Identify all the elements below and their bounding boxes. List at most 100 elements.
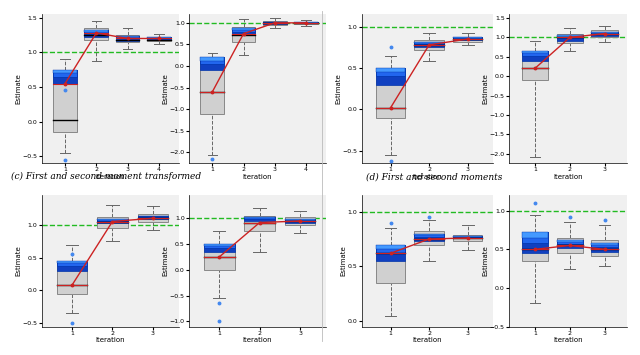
Bar bbox=[147, 37, 171, 38]
Y-axis label: Estimate: Estimate bbox=[483, 246, 488, 276]
Bar bbox=[591, 243, 618, 245]
Bar bbox=[263, 22, 287, 24]
Bar bbox=[415, 40, 444, 50]
Bar bbox=[97, 219, 128, 221]
Bar bbox=[415, 234, 444, 237]
Bar bbox=[453, 37, 483, 42]
Y-axis label: Estimate: Estimate bbox=[163, 246, 168, 276]
Bar bbox=[244, 217, 275, 221]
Bar bbox=[147, 37, 171, 38]
X-axis label: Iteration: Iteration bbox=[553, 337, 583, 343]
Y-axis label: Estimate: Estimate bbox=[15, 73, 21, 104]
Bar bbox=[557, 240, 583, 248]
Bar bbox=[97, 219, 128, 224]
Bar bbox=[557, 34, 583, 43]
Bar bbox=[591, 243, 618, 247]
Bar bbox=[200, 58, 224, 114]
Bar bbox=[232, 28, 255, 35]
Bar bbox=[116, 37, 140, 40]
Y-axis label: Estimate: Estimate bbox=[162, 73, 168, 104]
Bar bbox=[557, 36, 583, 38]
Bar bbox=[591, 243, 618, 252]
Bar bbox=[116, 35, 140, 42]
Bar bbox=[522, 232, 548, 237]
Bar bbox=[591, 240, 618, 256]
Bar bbox=[415, 42, 444, 43]
Bar bbox=[84, 30, 108, 34]
Bar bbox=[97, 219, 128, 220]
Bar bbox=[522, 51, 548, 53]
X-axis label: Iteration: Iteration bbox=[412, 337, 442, 343]
Bar bbox=[522, 51, 548, 56]
X-axis label: Iteration: Iteration bbox=[243, 337, 273, 343]
Bar bbox=[244, 217, 275, 218]
Y-axis label: Estimate: Estimate bbox=[482, 73, 488, 104]
Text: (d) First and second moments: (d) First and second moments bbox=[365, 172, 502, 181]
Bar bbox=[557, 36, 583, 40]
Bar bbox=[285, 219, 316, 223]
Bar bbox=[557, 36, 583, 37]
Bar bbox=[138, 215, 168, 217]
Bar bbox=[376, 245, 405, 248]
Bar bbox=[53, 70, 77, 83]
Bar bbox=[557, 240, 583, 244]
Bar bbox=[56, 261, 87, 266]
Bar bbox=[294, 22, 318, 23]
Bar bbox=[453, 235, 483, 241]
Bar bbox=[415, 234, 444, 235]
Bar bbox=[147, 37, 171, 40]
Bar bbox=[53, 70, 77, 132]
Bar bbox=[522, 232, 548, 243]
Bar bbox=[285, 219, 316, 221]
Bar bbox=[294, 22, 318, 23]
Bar bbox=[147, 37, 171, 39]
Bar bbox=[453, 37, 483, 40]
Bar bbox=[285, 217, 316, 225]
X-axis label: Iteration: Iteration bbox=[412, 174, 442, 180]
Bar bbox=[84, 28, 108, 40]
Bar bbox=[591, 32, 618, 34]
Bar bbox=[557, 238, 583, 253]
Y-axis label: Estimate: Estimate bbox=[340, 246, 346, 276]
Bar bbox=[138, 215, 168, 219]
Bar bbox=[591, 32, 618, 36]
Bar bbox=[200, 58, 224, 64]
X-axis label: Iteration: Iteration bbox=[243, 174, 273, 180]
Bar bbox=[232, 28, 255, 32]
Bar bbox=[84, 30, 108, 32]
Bar bbox=[84, 30, 108, 37]
Bar bbox=[263, 22, 287, 23]
Bar bbox=[376, 68, 405, 84]
Bar bbox=[204, 244, 234, 270]
Bar bbox=[56, 261, 87, 294]
X-axis label: Iteration: Iteration bbox=[95, 174, 125, 180]
Bar bbox=[376, 68, 405, 72]
Bar bbox=[204, 244, 234, 248]
Bar bbox=[56, 261, 87, 263]
Bar bbox=[415, 231, 444, 245]
Bar bbox=[97, 217, 128, 228]
Bar bbox=[138, 215, 168, 217]
X-axis label: Iteration: Iteration bbox=[95, 337, 125, 343]
Bar bbox=[56, 261, 87, 271]
Bar bbox=[376, 68, 405, 118]
Bar bbox=[200, 58, 224, 61]
Bar bbox=[244, 217, 275, 219]
Bar bbox=[453, 236, 483, 237]
Bar bbox=[591, 30, 618, 37]
Bar bbox=[557, 240, 583, 242]
Bar bbox=[376, 245, 405, 261]
Bar bbox=[453, 37, 483, 39]
Text: (c) First and second moment transformed: (c) First and second moment transformed bbox=[10, 172, 201, 181]
Bar bbox=[376, 68, 405, 76]
Bar bbox=[138, 214, 168, 222]
Bar bbox=[415, 234, 444, 241]
Bar bbox=[522, 51, 548, 80]
Y-axis label: Estimate: Estimate bbox=[335, 73, 341, 104]
Bar bbox=[285, 219, 316, 220]
Bar bbox=[204, 244, 234, 252]
Bar bbox=[204, 244, 234, 246]
Bar bbox=[453, 236, 483, 237]
Bar bbox=[53, 70, 77, 77]
Bar bbox=[453, 236, 483, 239]
